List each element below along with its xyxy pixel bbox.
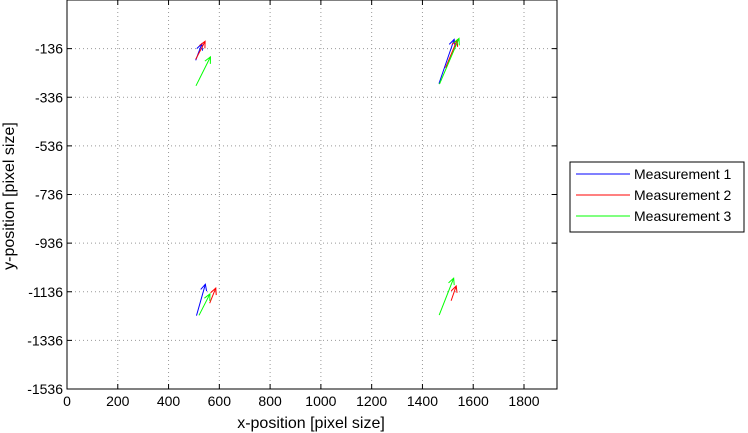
legend: Measurement 1 Measurement 2 Measurement 3 <box>569 161 745 233</box>
x-tick-label: 800 <box>258 393 282 409</box>
series <box>195 37 460 316</box>
arrow-head <box>204 292 211 301</box>
grid <box>67 0 557 389</box>
arrow-head <box>453 37 460 46</box>
x-tick-label: 1800 <box>508 393 539 409</box>
y-tick-label: -1336 <box>27 332 63 348</box>
arrow-head <box>204 55 211 64</box>
tick-labels: 0 200 400 600 800 1000 1200 1400 1600 1800 -136 -33… <box>27 41 540 409</box>
x-tick-label: 600 <box>208 393 232 409</box>
ticks <box>66 0 557 390</box>
arrow-head <box>210 287 217 296</box>
x-tick-label: 200 <box>106 393 130 409</box>
x-tick-label: 0 <box>63 393 71 409</box>
y-tick-label: -336 <box>35 89 63 105</box>
arrow-head <box>199 40 206 49</box>
arrow-shaft <box>438 39 455 84</box>
x-tick-label: 1600 <box>458 393 489 409</box>
arrow-head <box>448 277 455 286</box>
x-tick-label: 1200 <box>356 393 387 409</box>
y-axis-label: y-position [pixel size] <box>1 122 18 270</box>
series-layer <box>195 37 460 316</box>
arrow-shaft <box>198 293 211 316</box>
x-tick-label: 1400 <box>407 393 438 409</box>
arrow-head <box>448 38 456 47</box>
arrow-head <box>200 283 208 292</box>
arrow-shaft <box>438 38 460 85</box>
y-tick-label: -736 <box>35 187 63 203</box>
arrow-head <box>450 284 458 293</box>
y-tick-label: -536 <box>35 138 63 154</box>
x-axis-label: x-position [pixel size] <box>237 415 385 432</box>
y-tick-label: -136 <box>35 41 63 57</box>
x-tick-label: 400 <box>157 393 181 409</box>
y-tick-label: -1536 <box>27 381 63 397</box>
x-tick-label: 1000 <box>305 393 336 409</box>
arrow-shaft <box>195 41 206 60</box>
arrow-shaft <box>195 56 211 87</box>
arrow-shaft <box>450 285 457 301</box>
arrow-shaft <box>445 39 458 69</box>
arrow-shaft <box>196 284 206 316</box>
legend-label: Measurement 3 <box>634 208 731 224</box>
arrow-shaft <box>209 287 217 304</box>
y-tick-label: -1136 <box>28 284 63 300</box>
y-tick-label: -936 <box>35 235 63 251</box>
legend-label: Measurement 2 <box>634 187 731 203</box>
arrow-shaft <box>438 277 455 316</box>
legend-label: Measurement 1 <box>634 166 731 182</box>
